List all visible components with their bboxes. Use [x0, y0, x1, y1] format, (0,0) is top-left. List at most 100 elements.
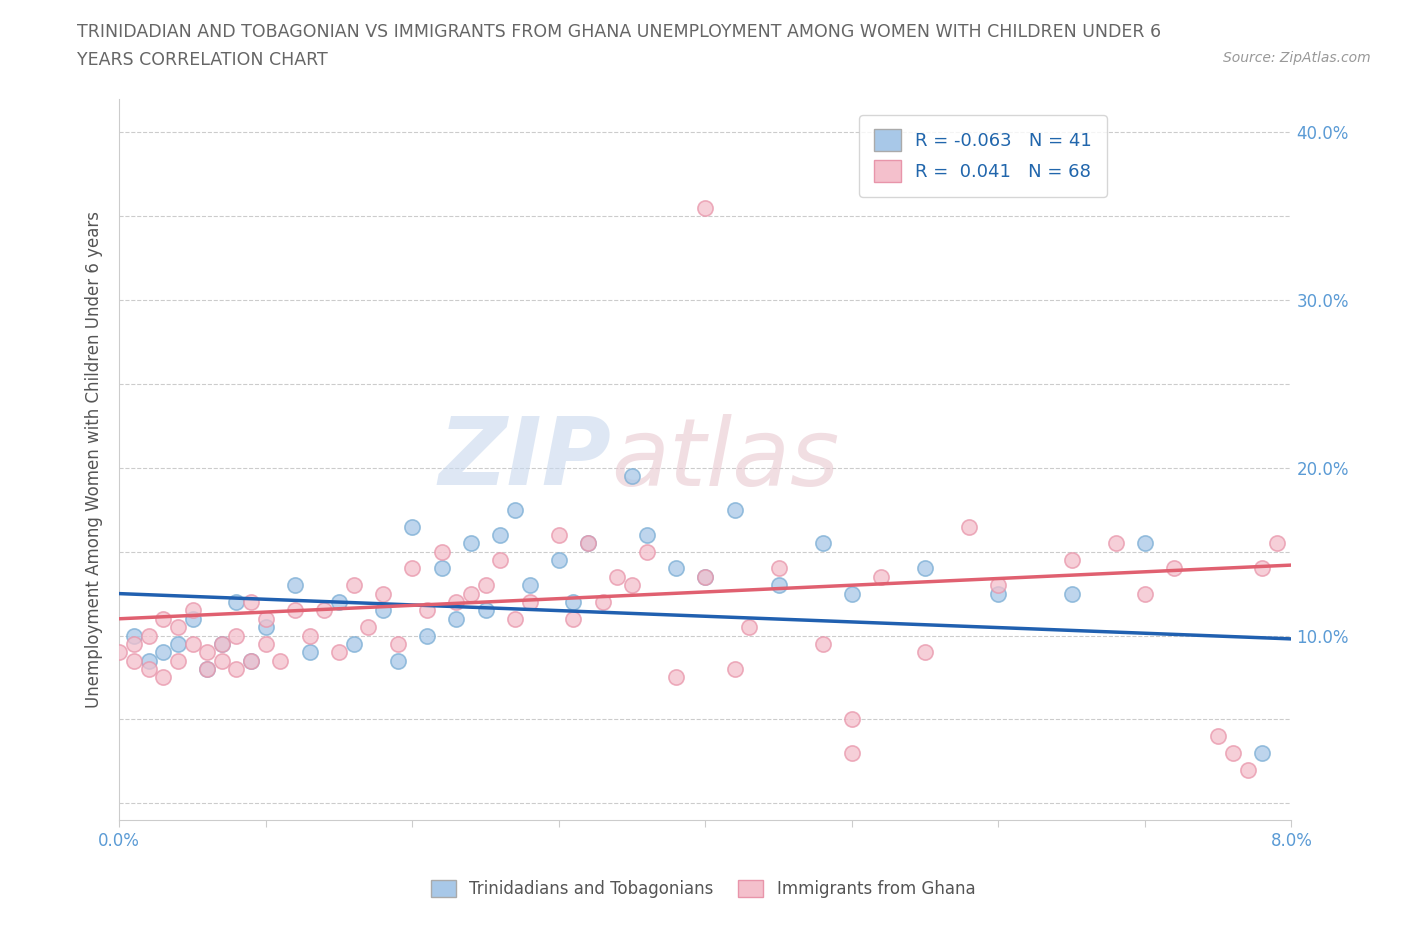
Point — [240, 653, 263, 668]
Point — [768, 561, 790, 576]
Y-axis label: Unemployment Among Women with Children Under 6 years: Unemployment Among Women with Children U… — [86, 211, 103, 708]
Point — [987, 586, 1010, 601]
Point — [138, 661, 160, 676]
Point — [841, 712, 863, 727]
Point — [474, 603, 496, 618]
Point — [460, 586, 482, 601]
Point — [122, 653, 145, 668]
Point — [811, 536, 834, 551]
Point — [446, 611, 468, 626]
Point — [298, 628, 321, 643]
Point — [387, 653, 409, 668]
Point — [181, 636, 204, 651]
Point — [1251, 561, 1274, 576]
Point — [519, 578, 541, 592]
Point — [606, 569, 628, 584]
Point — [1104, 536, 1126, 551]
Point — [738, 619, 761, 634]
Legend: Trinidadians and Tobagonians, Immigrants from Ghana: Trinidadians and Tobagonians, Immigrants… — [425, 873, 981, 905]
Point — [1133, 536, 1156, 551]
Point — [225, 628, 247, 643]
Point — [695, 200, 717, 215]
Point — [621, 469, 644, 484]
Point — [1265, 536, 1288, 551]
Point — [152, 670, 174, 684]
Text: TRINIDADIAN AND TOBAGONIAN VS IMMIGRANTS FROM GHANA UNEMPLOYMENT AMONG WOMEN WIT: TRINIDADIAN AND TOBAGONIAN VS IMMIGRANTS… — [77, 23, 1161, 41]
Point — [138, 653, 160, 668]
Point — [152, 611, 174, 626]
Point — [195, 661, 218, 676]
Point — [343, 636, 366, 651]
Point — [371, 603, 394, 618]
Point — [122, 636, 145, 651]
Point — [167, 653, 190, 668]
Point — [240, 594, 263, 609]
Point — [416, 628, 439, 643]
Point — [284, 578, 307, 592]
Point — [284, 603, 307, 618]
Point — [547, 527, 569, 542]
Point — [122, 628, 145, 643]
Point — [225, 594, 247, 609]
Point — [254, 619, 277, 634]
Point — [1251, 746, 1274, 761]
Point — [314, 603, 336, 618]
Point — [547, 552, 569, 567]
Point — [503, 502, 526, 517]
Point — [562, 594, 585, 609]
Point — [181, 603, 204, 618]
Point — [211, 636, 233, 651]
Point — [460, 536, 482, 551]
Point — [416, 603, 439, 618]
Text: Source: ZipAtlas.com: Source: ZipAtlas.com — [1223, 51, 1371, 65]
Point — [562, 611, 585, 626]
Point — [489, 552, 512, 567]
Point — [167, 636, 190, 651]
Point — [430, 561, 453, 576]
Point — [138, 628, 160, 643]
Point — [1222, 746, 1244, 761]
Point — [195, 661, 218, 676]
Point — [636, 544, 658, 559]
Point — [357, 619, 380, 634]
Point — [195, 644, 218, 659]
Point — [1060, 552, 1083, 567]
Point — [489, 527, 512, 542]
Point — [152, 644, 174, 659]
Point — [328, 644, 350, 659]
Point — [1133, 586, 1156, 601]
Point — [401, 519, 423, 534]
Point — [240, 653, 263, 668]
Point — [328, 594, 350, 609]
Point — [987, 578, 1010, 592]
Point — [724, 661, 747, 676]
Point — [870, 569, 893, 584]
Point — [108, 644, 131, 659]
Point — [665, 670, 688, 684]
Point — [621, 578, 644, 592]
Point — [503, 611, 526, 626]
Point — [768, 578, 790, 592]
Point — [519, 594, 541, 609]
Point — [695, 569, 717, 584]
Point — [167, 619, 190, 634]
Text: YEARS CORRELATION CHART: YEARS CORRELATION CHART — [77, 51, 328, 69]
Point — [474, 578, 496, 592]
Point — [211, 636, 233, 651]
Point — [665, 561, 688, 576]
Point — [181, 611, 204, 626]
Point — [387, 636, 409, 651]
Point — [576, 536, 599, 551]
Point — [576, 536, 599, 551]
Text: atlas: atlas — [612, 414, 839, 505]
Point — [914, 561, 936, 576]
Point — [1060, 586, 1083, 601]
Point — [841, 586, 863, 601]
Point — [269, 653, 291, 668]
Point — [225, 661, 247, 676]
Point — [298, 644, 321, 659]
Point — [724, 502, 747, 517]
Point — [841, 746, 863, 761]
Point — [254, 636, 277, 651]
Point — [957, 519, 980, 534]
